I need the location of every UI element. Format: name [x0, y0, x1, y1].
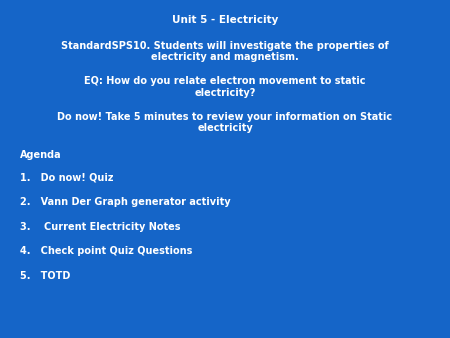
Text: 1.   Do now! Quiz: 1. Do now! Quiz — [20, 172, 114, 183]
Text: Agenda: Agenda — [20, 150, 62, 161]
Text: 3.    Current Electricity Notes: 3. Current Electricity Notes — [20, 222, 181, 232]
Text: 5.   TOTD: 5. TOTD — [20, 271, 71, 281]
Text: Do now! Take 5 minutes to review your information on Static
electricity: Do now! Take 5 minutes to review your in… — [58, 112, 392, 133]
Text: Unit 5 - Electricity: Unit 5 - Electricity — [172, 15, 278, 25]
Text: 2.   Vann Der Graph generator activity: 2. Vann Der Graph generator activity — [20, 197, 231, 207]
Text: StandardSPS10. Students will investigate the properties of
electricity and magne: StandardSPS10. Students will investigate… — [61, 41, 389, 62]
Text: 4.   Check point Quiz Questions: 4. Check point Quiz Questions — [20, 246, 193, 257]
Text: EQ: How do you relate electron movement to static
electricity?: EQ: How do you relate electron movement … — [84, 76, 366, 98]
